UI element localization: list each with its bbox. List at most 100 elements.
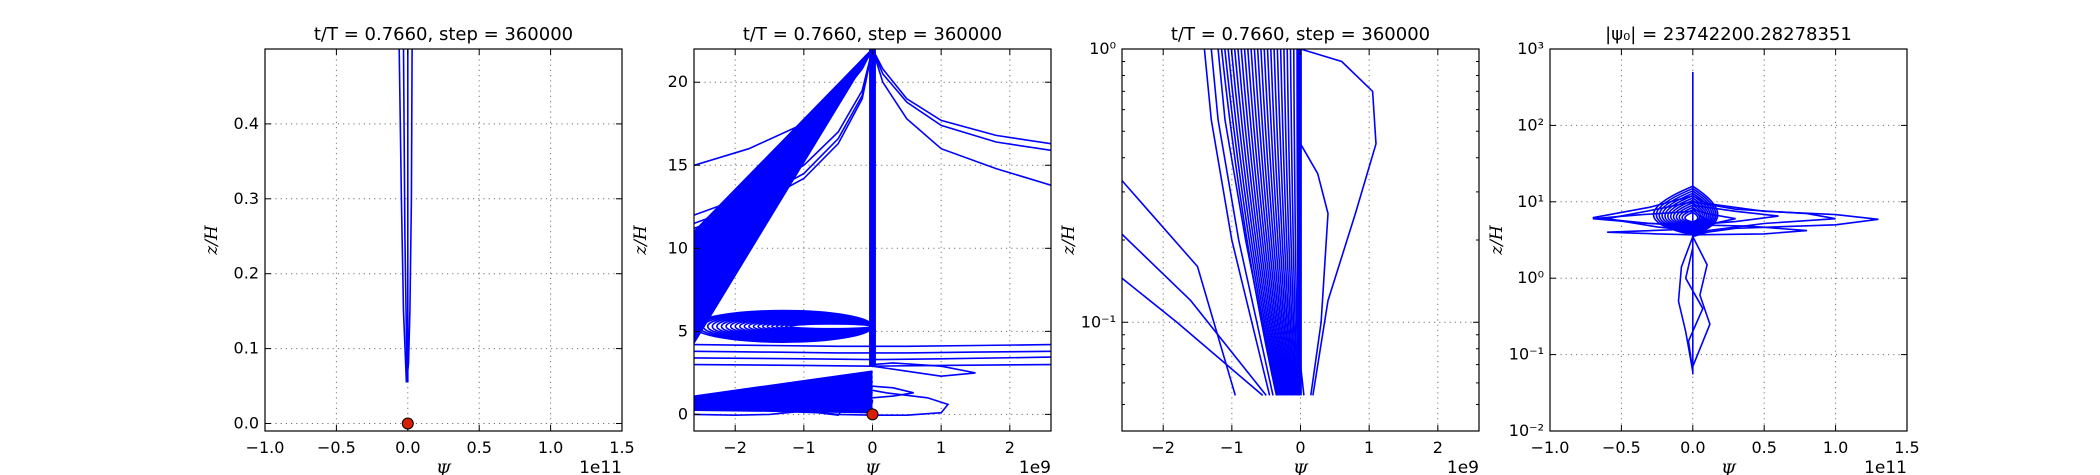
y-tick-label: 15	[668, 155, 688, 174]
x-tick-label: −1	[792, 438, 816, 457]
x-tick-label: −1.0	[246, 438, 285, 457]
series-line	[1692, 236, 1711, 367]
y-tick-label: 10⁻¹	[1509, 345, 1544, 364]
series-line	[694, 370, 873, 397]
y-tick-label: 0.3	[234, 189, 259, 208]
series-line	[402, 49, 408, 379]
series-line	[1273, 49, 1294, 396]
axes-frame	[264, 48, 623, 432]
x-tick-label: −0.5	[317, 438, 356, 457]
x-tick-label: −2	[723, 438, 747, 457]
series-line	[1227, 49, 1280, 396]
x-axis-label: Ψ	[1293, 461, 1309, 475]
x-tick-label: 1.5	[1894, 438, 1919, 457]
x-tick-label: −0.5	[1602, 438, 1641, 457]
chart-title: t/T = 0.7660, step = 360000	[314, 24, 573, 45]
series-line	[1592, 210, 1693, 227]
series-line	[1256, 49, 1289, 396]
series-line	[1692, 195, 1879, 238]
origin-marker	[866, 408, 879, 421]
series-line	[1607, 225, 1693, 236]
y-tick-label: 0.4	[234, 114, 259, 133]
chart-title: |ψ₀| = 23742200.28278351	[1605, 24, 1852, 45]
y-tick-label: 10⁰	[1089, 39, 1116, 58]
y-tick-label: 10	[668, 238, 688, 257]
y-tick-label: 10⁰	[1517, 268, 1544, 287]
series-line	[694, 343, 1051, 348]
y-axis-label: z/H	[1059, 224, 1079, 256]
y-tick-label: 10³	[1517, 39, 1544, 58]
series-line	[1292, 49, 1299, 396]
series-line	[1692, 208, 1717, 235]
x-tick-label: 1.5	[609, 438, 634, 457]
series-line	[1240, 49, 1284, 396]
series-line	[398, 49, 408, 383]
y-tick-label: 0.1	[234, 339, 259, 358]
y-tick-label: 0	[678, 404, 688, 423]
x-tick-label: −2	[1151, 438, 1175, 457]
x-tick-label: 0.5	[466, 438, 491, 457]
series-line	[1210, 49, 1274, 396]
chart-panel-1: −1.0 −0.5 0.0 0.5 1.0 1.5 0.0 0.1 0.2 0.3 0.4 t/T =…	[202, 24, 635, 475]
series-line	[694, 49, 874, 233]
series-line	[1250, 49, 1287, 396]
x-offset-multiplier: 1e11	[579, 458, 622, 475]
series-line	[1247, 49, 1286, 396]
x-tick-label: 2	[1433, 438, 1443, 457]
series-line	[1677, 236, 1694, 372]
x-offset-multiplier: 1e11	[1864, 458, 1907, 475]
y-tick-label: 10⁻¹	[1081, 312, 1116, 331]
series-line	[1276, 49, 1295, 396]
x-tick-label: 1.0	[538, 438, 563, 457]
plot-area	[398, 49, 413, 383]
chart-title: t/T = 0.7660, step = 360000	[1171, 24, 1430, 45]
series-line	[1266, 49, 1292, 396]
x-offset-multiplier: 1e9	[1019, 458, 1051, 475]
series-line	[1260, 49, 1290, 396]
x-tick-label: −1.0	[1531, 438, 1570, 457]
y-tick-label: 10¹	[1517, 192, 1544, 211]
series-line	[1286, 49, 1297, 396]
y-tick-label: 10²	[1517, 115, 1544, 134]
series-line	[1692, 201, 1836, 237]
series-line	[1299, 143, 1329, 396]
series-line	[1606, 201, 1693, 232]
series-line	[1230, 49, 1281, 396]
y-tick-label: 20	[668, 72, 688, 91]
series-line	[1237, 49, 1283, 396]
series-line	[1270, 49, 1293, 396]
series-line	[789, 323, 874, 330]
series-line	[851, 385, 914, 399]
dense-band	[869, 49, 876, 367]
series-line	[694, 356, 1051, 361]
y-tick-label: 5	[678, 321, 688, 340]
plot-area	[694, 49, 1051, 417]
series-line	[1253, 49, 1288, 396]
series-line	[1289, 49, 1298, 396]
series-line	[1233, 49, 1282, 396]
series-line	[1692, 208, 1736, 230]
series-line	[1122, 233, 1267, 396]
series-line	[1684, 247, 1704, 372]
y-tick-label: 0.2	[234, 264, 259, 283]
x-axis-label: Ψ	[1721, 461, 1737, 475]
series-line	[694, 350, 1051, 354]
series-line	[1684, 211, 1699, 223]
series-line	[694, 49, 874, 167]
chart-title: t/T = 0.7660, step = 360000	[743, 24, 1002, 45]
series-line	[1122, 277, 1264, 397]
series-line	[1217, 49, 1278, 396]
dense-band	[1297, 49, 1302, 396]
plot-area	[1122, 49, 1377, 397]
series-line	[871, 49, 1051, 145]
x-tick-label: 0.5	[1751, 438, 1776, 457]
series-line	[1203, 49, 1271, 396]
series-line	[1243, 49, 1285, 396]
series-line	[871, 49, 1051, 186]
x-axis-label: Ψ	[865, 461, 881, 475]
y-tick-label: 0.0	[234, 414, 259, 433]
origin-marker	[401, 417, 414, 430]
x-tick-label: 0	[867, 438, 877, 457]
x-tick-label: 0.0	[395, 438, 420, 457]
